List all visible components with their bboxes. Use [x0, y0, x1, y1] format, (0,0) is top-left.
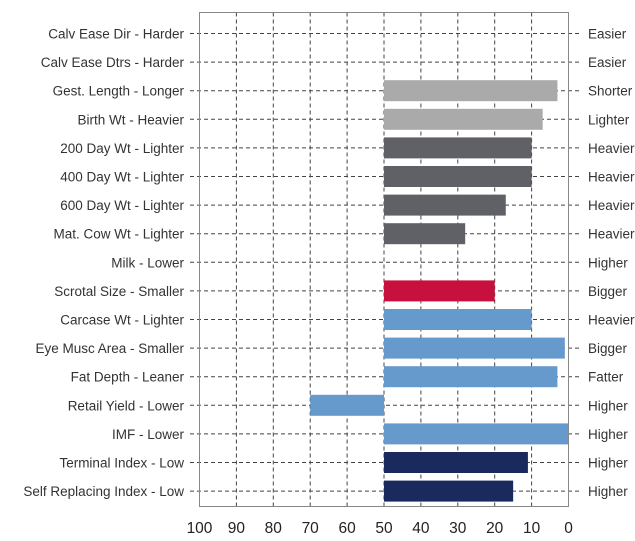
- plot-frame: [199, 12, 569, 507]
- x-tick-label: 40: [412, 520, 430, 537]
- bar: [384, 280, 495, 302]
- row-label-right: Easier: [588, 55, 627, 70]
- row-label-left: Fat Depth - Leaner: [71, 370, 185, 385]
- x-tick-label: 100: [187, 520, 213, 537]
- row-label-left: Birth Wt - Heavier: [77, 112, 184, 127]
- row-label-left: 200 Day Wt - Lighter: [60, 141, 184, 156]
- x-axis-ticks: 100 90 80 70 60 50 40 30 20 10 0: [187, 520, 574, 537]
- row-label-left: Eye Musc Area - Smaller: [35, 341, 184, 356]
- x-tick-label: 60: [338, 520, 356, 537]
- row-label-right: Shorter: [588, 84, 633, 99]
- row-labels: Calv Ease Dir - Harder Easier Calv Ease Dt…: [23, 27, 635, 500]
- bar: [384, 137, 532, 159]
- row-label-left: Terminal Index - Low: [59, 456, 184, 471]
- bar: [384, 452, 528, 473]
- row-label-left: Gest. Length - Longer: [53, 84, 185, 99]
- bar: [310, 394, 384, 416]
- bar: [384, 223, 466, 245]
- row-label-left: Scrotal Size - Smaller: [54, 284, 184, 299]
- row-label-right: Fatter: [588, 370, 624, 385]
- x-tick-label: 10: [523, 520, 541, 537]
- row-label-right: Bigger: [588, 284, 628, 299]
- bar: [384, 480, 514, 502]
- row-label-left: Milk - Lower: [111, 255, 184, 270]
- bar: [384, 166, 532, 187]
- bars: [310, 80, 569, 502]
- row-label-right: Heavier: [588, 198, 635, 213]
- row-label-right: Lighter: [588, 112, 630, 127]
- row-label-left: Retail Yield - Lower: [68, 398, 185, 413]
- row-label-right: Heavier: [588, 313, 635, 328]
- row-label-left: IMF - Lower: [112, 427, 185, 442]
- row-label-left: Carcase Wt - Lighter: [60, 313, 184, 328]
- x-tick-label: 50: [375, 520, 393, 537]
- row-label-right: Higher: [588, 398, 628, 413]
- row-label-right: Higher: [588, 255, 628, 270]
- bar: [384, 309, 532, 330]
- bar: [384, 194, 506, 216]
- row-label-right: Heavier: [588, 141, 635, 156]
- x-tick-label: 70: [302, 520, 320, 537]
- row-label-left: 400 Day Wt - Lighter: [60, 170, 184, 185]
- row-label-left: Self Replacing Index - Low: [23, 484, 184, 499]
- row-label-right: Higher: [588, 484, 628, 499]
- row-label-left: Calv Ease Dtrs - Harder: [41, 55, 185, 70]
- row-label-left: Calv Ease Dir - Harder: [48, 27, 184, 42]
- bar: [384, 423, 569, 445]
- x-tick-label: 80: [265, 520, 283, 537]
- bar: [384, 108, 543, 130]
- bar: [384, 337, 565, 359]
- x-tick-label: 20: [486, 520, 504, 537]
- bar: [384, 366, 558, 388]
- x-tick-label: 30: [449, 520, 467, 537]
- row-label-right: Heavier: [588, 227, 635, 242]
- row-label-right: Higher: [588, 456, 628, 471]
- row-label-right: Easier: [588, 27, 627, 42]
- bar: [384, 80, 558, 102]
- x-tick-label: 90: [228, 520, 246, 537]
- row-label-right: Higher: [588, 427, 628, 442]
- x-tick-label: 0: [564, 520, 573, 537]
- row-label-left: Mat. Cow Wt - Lighter: [53, 227, 184, 242]
- row-label-right: Heavier: [588, 170, 635, 185]
- row-label-left: 600 Day Wt - Lighter: [60, 198, 184, 213]
- row-label-right: Bigger: [588, 341, 628, 356]
